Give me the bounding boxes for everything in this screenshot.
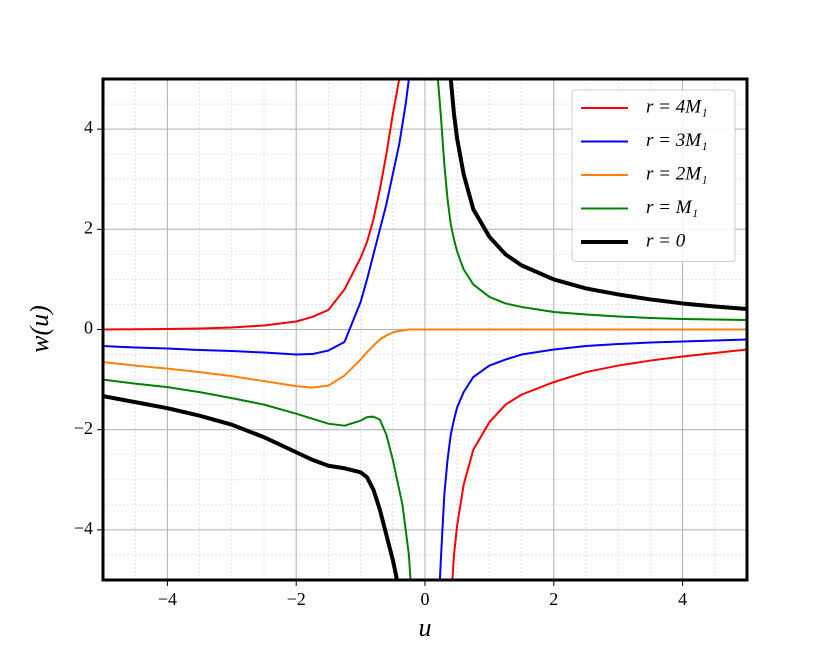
legend-label: r = 2M₁	[646, 163, 708, 184]
series-line	[103, 79, 747, 580]
legend-label: r = 3M₁	[646, 130, 708, 151]
y-tick-label: 4	[84, 117, 93, 137]
y-tick-label: 0	[84, 318, 93, 338]
legend-label: r = 0	[646, 230, 686, 251]
series-line	[103, 328, 747, 389]
x-tick-label: 4	[678, 589, 687, 609]
x-tick-label: −2	[287, 589, 306, 609]
y-tick-label: 2	[84, 217, 93, 237]
series-line	[103, 79, 747, 580]
y-tick-label: −4	[74, 518, 93, 538]
legend-label: r = M₁	[646, 197, 698, 218]
x-axis-label: u	[419, 613, 432, 642]
y-tick-label: −2	[74, 418, 93, 438]
y-axis-label: w(u)	[25, 305, 54, 353]
series-line	[103, 79, 747, 580]
x-tick-label: 0	[421, 589, 430, 609]
x-tick-label: 2	[549, 589, 558, 609]
series-line	[103, 79, 747, 580]
legend-box	[571, 89, 736, 262]
plot-lines	[103, 79, 747, 580]
legend: r = 4M₁ r = 3M₁ r = 2M₁ r = M₁ r = 0	[571, 89, 736, 262]
legend-label: r = 4M₁	[646, 96, 708, 117]
x-tick-label: −4	[158, 589, 177, 609]
